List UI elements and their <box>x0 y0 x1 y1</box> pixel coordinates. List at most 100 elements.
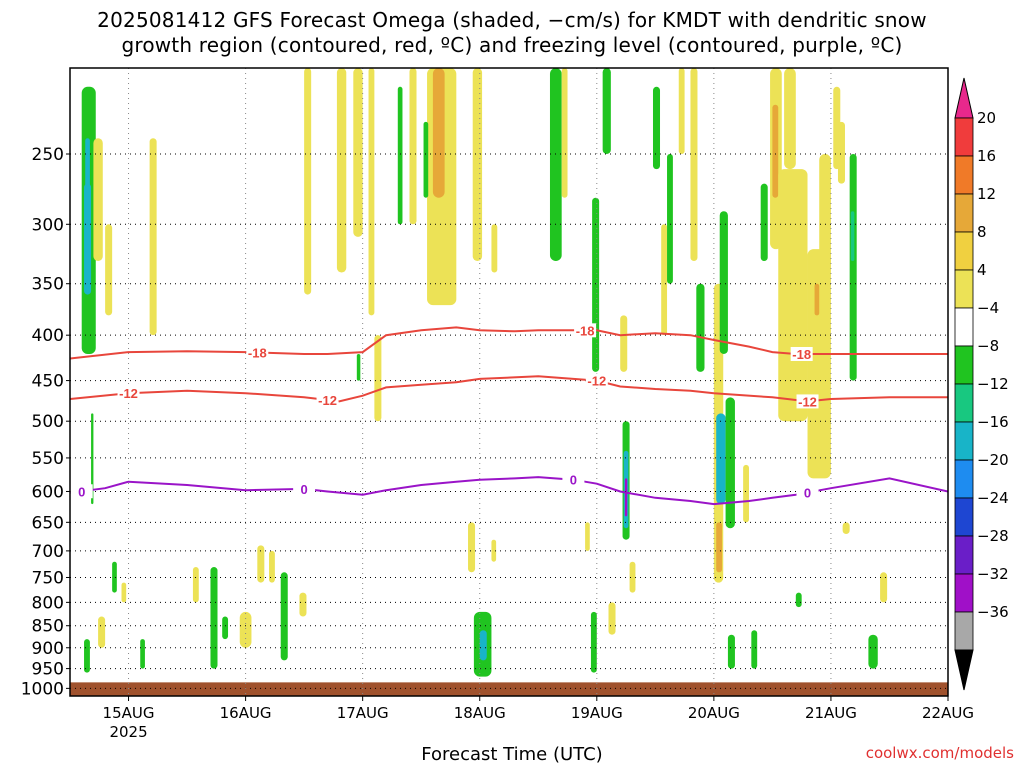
colorbar-label: −4 <box>977 299 999 317</box>
y-tick-label: 500 <box>32 412 64 432</box>
colorbar-segment <box>954 383 974 423</box>
omega-cell <box>409 68 417 225</box>
omega-cell <box>257 545 265 583</box>
y-tick-label: 950 <box>32 660 64 680</box>
omega-cell <box>842 522 850 535</box>
x-tick-label: 22AUG <box>922 704 974 722</box>
omega-cell <box>98 616 106 648</box>
colorbar-label: −24 <box>977 489 1009 507</box>
colorbar-label: −32 <box>977 565 1009 583</box>
omega-cell <box>423 121 429 198</box>
contour-label: -12 <box>587 374 606 389</box>
contour-label: 0 <box>570 473 577 488</box>
omega-cell <box>629 561 636 593</box>
omega-cell <box>850 211 855 262</box>
omega-cell <box>472 68 483 262</box>
omega-cell <box>690 68 698 262</box>
colorbar-segment <box>954 231 974 271</box>
omega-cell <box>368 68 375 316</box>
x-tick-label: 19AUG <box>571 704 623 722</box>
omega-cell <box>751 630 758 669</box>
omega-cell <box>222 616 229 640</box>
omega-cell <box>356 353 361 381</box>
y-tick-label: 450 <box>32 372 64 392</box>
colorbar-label: −16 <box>977 413 1009 431</box>
omega-cell <box>772 104 779 198</box>
omega-cell <box>716 522 723 573</box>
omega-cell <box>149 138 157 336</box>
omega-cell <box>837 121 845 184</box>
contour-label-bg <box>562 472 585 487</box>
y-tick-label: 600 <box>32 482 64 502</box>
omega-cell <box>336 68 347 273</box>
x-tick-label: 17AUG <box>337 704 389 722</box>
contour-label: -18 <box>792 347 811 362</box>
colorbar-segment <box>954 269 974 309</box>
contour-label: -18 <box>248 346 267 361</box>
colorbar-label: −8 <box>977 337 999 355</box>
x-tick-label: 16AUG <box>220 704 272 722</box>
omega-cell <box>192 567 199 603</box>
colorbar-label: −20 <box>977 451 1009 469</box>
colorbar-segment <box>954 117 974 157</box>
omega-cell <box>620 315 628 372</box>
omega-cell <box>210 567 218 669</box>
omega-cell <box>661 224 668 336</box>
x-tick-sublabel: 2025 <box>109 723 147 741</box>
contour-label: 0 <box>804 486 811 501</box>
omega-cell <box>868 634 878 669</box>
contour-label: -12 <box>798 394 817 409</box>
x-tick-label: 21AUG <box>805 704 857 722</box>
omega-cell <box>280 572 288 661</box>
omega-cell <box>479 630 487 661</box>
y-tick-label: 800 <box>32 593 64 613</box>
plot-frame <box>69 67 949 697</box>
y-tick-label: 550 <box>32 449 64 469</box>
y-tick-label: 750 <box>32 568 64 588</box>
colorbar-label: −12 <box>977 375 1009 393</box>
y-tick-label: 1000 <box>21 679 64 699</box>
omega-cell <box>743 464 749 523</box>
y-tick-label: 400 <box>32 326 64 346</box>
omega-cell <box>719 211 728 354</box>
colorbar-label: 20 <box>977 109 996 127</box>
x-tick-label: 20AUG <box>688 704 740 722</box>
omega-cell <box>585 522 590 551</box>
contour-line <box>70 375 948 403</box>
colorbar-label: 16 <box>977 147 996 165</box>
contour-label-bg <box>70 484 93 499</box>
omega-cell <box>624 478 628 517</box>
omega-cell <box>590 611 597 673</box>
omega-cell <box>121 582 127 603</box>
omega-cell <box>807 249 831 479</box>
contour-label: 0 <box>78 484 85 499</box>
y-tick-label: 900 <box>32 639 64 659</box>
y-tick-label: 300 <box>32 215 64 235</box>
omega-cell <box>491 539 497 562</box>
omega-cell <box>725 397 735 529</box>
omega-cell <box>239 611 252 648</box>
colorbar-segment <box>954 611 974 651</box>
contour-label-bg <box>796 485 819 500</box>
colorbar-top-arrow <box>954 77 974 119</box>
omega-cell <box>602 68 611 155</box>
contour-label-bg <box>316 393 339 408</box>
omega-cell <box>304 68 312 295</box>
colorbar-segment <box>954 345 974 385</box>
omega-cell <box>727 634 735 669</box>
contour-label: -12 <box>119 386 138 401</box>
colorbar-segment <box>954 307 974 347</box>
omega-cell <box>353 68 363 237</box>
contour-line <box>70 326 948 360</box>
colorbar-segment <box>954 497 974 537</box>
omega-cell <box>105 224 113 316</box>
omega-cell <box>432 68 445 198</box>
colorbar-segment <box>954 573 974 613</box>
omega-cell <box>84 639 90 673</box>
ground-fill <box>70 682 948 696</box>
contour-label-bg <box>246 345 269 360</box>
omega-cell <box>140 639 145 669</box>
colorbar-segment <box>954 421 974 461</box>
credit-text: coolwx.com/models <box>865 744 1014 762</box>
omega-cell <box>299 592 307 617</box>
